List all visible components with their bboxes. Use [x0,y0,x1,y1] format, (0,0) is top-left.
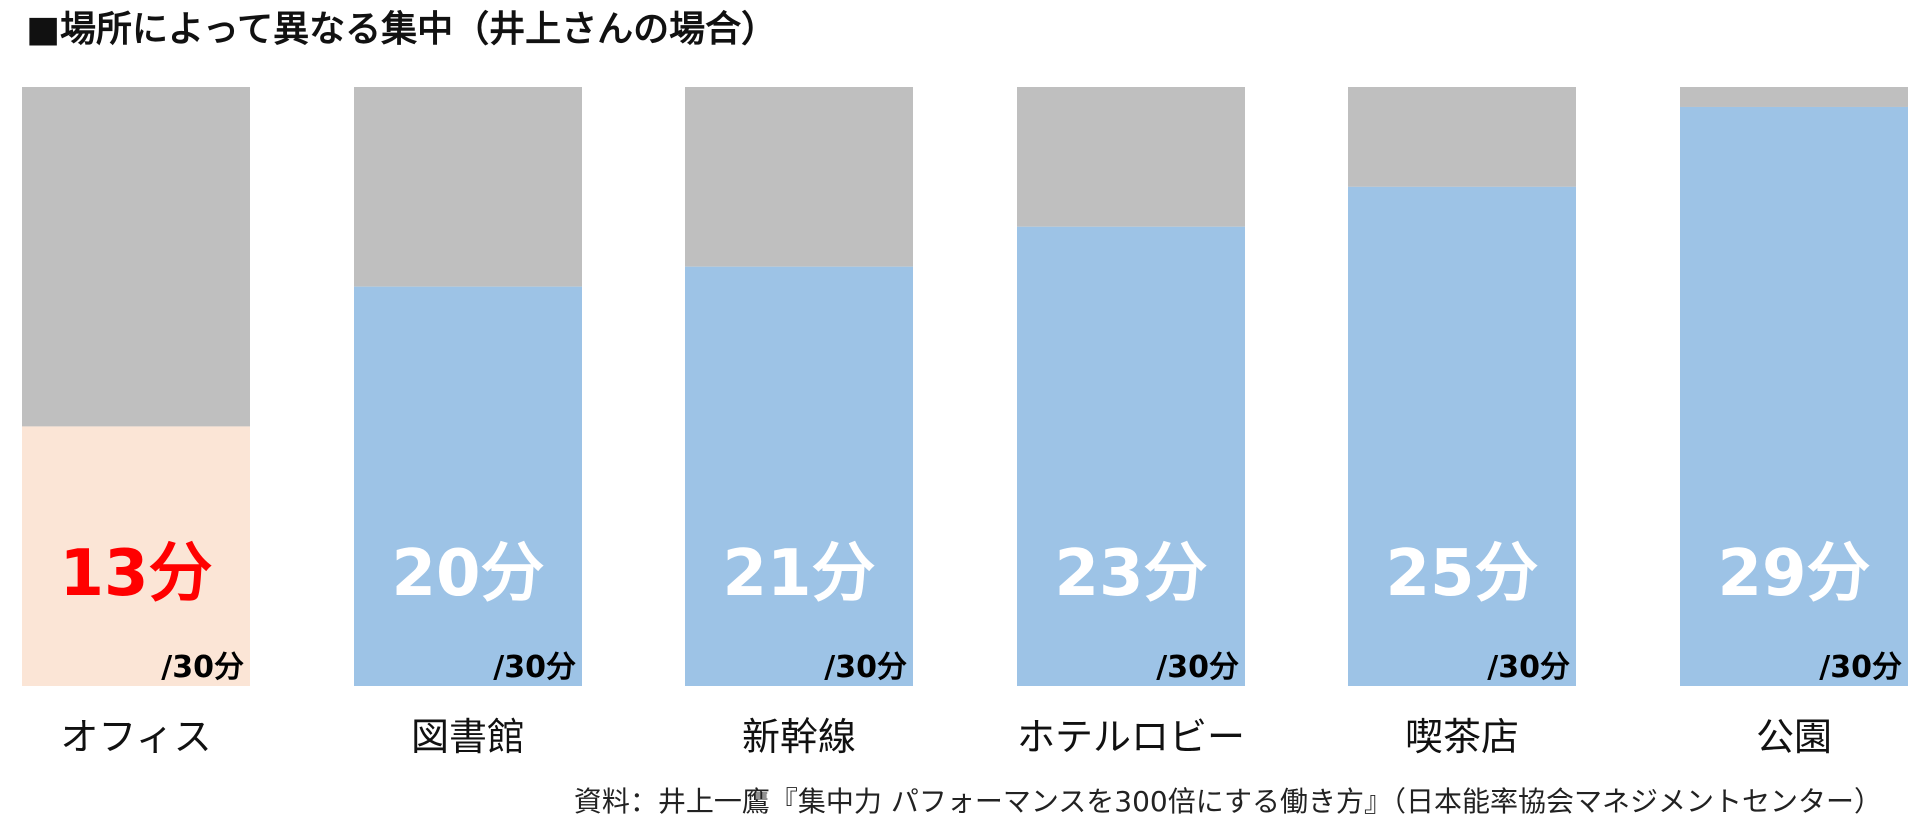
bar-remainder [1017,87,1245,227]
bar-focus-segment [1348,186,1576,687]
bar-value-label: 13分 [59,537,212,611]
category-label: 喫茶店 [1405,715,1519,759]
chart-title: ■場所によって異なる集中（井上さんの場合） [26,9,778,50]
category-label: オフィス [60,715,211,759]
bar-focus-segment [22,426,250,686]
bar-value-label: 25分 [1385,537,1538,611]
bar-focus-segment [685,266,913,686]
category-label: 図書館 [411,715,525,759]
bar-value-label: 20分 [391,537,544,611]
bar-value-label: 21分 [722,537,875,611]
category-label: 公園 [1756,715,1832,759]
bar-value-label: 23分 [1054,537,1207,611]
bar-focus-segment [1017,226,1245,686]
bar-value-label: 29分 [1717,537,1870,611]
category-label: ホテルロビー [1017,715,1245,759]
bar-remainder [1348,87,1576,187]
bar-focus-segment [354,286,582,686]
category-label: 新幹線 [742,715,856,759]
bar-total-label: /30分 [1487,650,1570,685]
bar-remainder [354,87,582,287]
bar-total-label: /30分 [1819,650,1902,685]
source-note: 資料：井上一鷹『集中力 パフォーマンスを300倍にする働き方』（日本能率協会マネ… [573,785,1882,818]
bar-remainder [1680,87,1908,107]
bar-remainder [685,87,913,267]
bar-focus-segment [1680,106,1908,686]
bar-total-label: /30分 [824,650,907,685]
bar-remainder [22,87,250,427]
bar-total-label: /30分 [1156,650,1239,685]
bar-total-label: /30分 [493,650,576,685]
bar-total-label: /30分 [161,650,244,685]
